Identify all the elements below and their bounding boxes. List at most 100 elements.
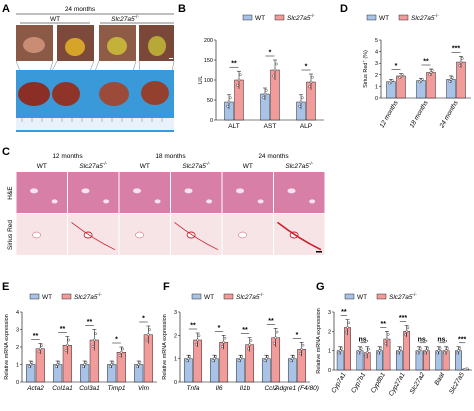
y-tick-label: 4 — [375, 50, 378, 56]
y-tick-label: 2 — [16, 345, 19, 351]
x-tick-label: Il1b — [240, 385, 251, 392]
data-point — [137, 363, 140, 366]
data-point — [364, 354, 368, 358]
y-tick-label: 3 — [174, 310, 177, 316]
data-point — [272, 74, 275, 78]
data-point — [111, 361, 115, 364]
data-point — [386, 333, 390, 336]
x-tick-label: ALP — [300, 123, 312, 130]
data-point — [147, 333, 150, 337]
y-tick-label: 0 — [16, 380, 19, 386]
legend-ko-swatch — [274, 14, 285, 21]
data-point — [405, 330, 408, 333]
data-point — [229, 96, 232, 99]
vessel-lumen — [51, 199, 58, 204]
data-point — [40, 344, 43, 347]
legend-ko-label: Slc27a5-/- — [411, 13, 439, 22]
panel-a-ko-label: Slc27a5-/- — [111, 14, 139, 23]
data-point — [429, 71, 433, 74]
data-point — [275, 330, 279, 334]
bar — [396, 75, 406, 99]
data-point — [55, 365, 58, 368]
significance-label: ** — [242, 327, 248, 334]
significance-label: * — [395, 63, 398, 70]
y-axis-label-text: U/L — [198, 76, 204, 85]
sirius-red-micrograph — [119, 214, 170, 255]
x-tick-label: Tnfa — [186, 385, 199, 392]
data-point — [227, 100, 231, 104]
data-point — [426, 347, 429, 350]
y-tick-label: 3 — [16, 328, 19, 334]
data-point — [197, 334, 201, 338]
panel-d-label: D — [340, 3, 348, 15]
significance-label: ** — [341, 309, 347, 316]
x-tick-label: Cyp8b1 — [370, 371, 387, 394]
collagen-fiber — [174, 222, 219, 251]
significance-label: ** — [381, 321, 387, 328]
y-axis-label-text: Relative mRNA expression — [162, 314, 168, 379]
data-point — [444, 349, 448, 352]
data-point — [28, 365, 31, 368]
chart-f: WT Slc27a5-/- 0 1 2 3 Relative mRNA expression… — [162, 292, 319, 392]
liver-ruler-photo — [16, 70, 174, 132]
vessel-lumen — [103, 199, 110, 204]
genotype-label: Slc27a5-/- — [182, 161, 210, 170]
data-point — [37, 350, 41, 354]
y-tick-label: 2 — [174, 333, 177, 339]
data-point — [237, 359, 241, 363]
data-point — [185, 359, 189, 363]
legend-ko-name: Slc27a5 — [236, 294, 260, 301]
data-point — [299, 352, 302, 355]
panel-g-label: G — [316, 281, 325, 293]
data-point — [421, 77, 424, 81]
data-point — [29, 363, 32, 366]
data-point — [240, 355, 243, 358]
data-point — [236, 84, 239, 87]
data-point — [239, 357, 242, 360]
data-point — [148, 328, 151, 331]
y-axis-label-suffix: (%) — [363, 50, 369, 60]
y-tick-label: 0 — [375, 96, 378, 102]
chart-d: WT Slc27a5-/- 0 1 2 3 4 5 Sirius Red+ (%) * 12 mon… — [361, 13, 471, 130]
x-tick-label: 24 months — [438, 99, 460, 130]
y-tick-label: 3 — [375, 61, 378, 67]
row-label: H&E — [7, 186, 14, 200]
data-point — [357, 351, 360, 355]
legend-ko-swatch — [398, 14, 409, 21]
genotype-name: Slc27a5 — [285, 163, 309, 170]
significance-label: * — [142, 316, 145, 323]
data-point — [308, 85, 311, 89]
data-point — [196, 338, 199, 342]
data-point — [379, 347, 383, 350]
data-point — [263, 92, 267, 96]
collagen-fiber — [277, 221, 322, 251]
vessel-lumen — [133, 188, 142, 194]
vessel-lumen — [30, 188, 39, 194]
data-point — [39, 347, 42, 351]
data-point — [458, 347, 462, 350]
x-tick-label: AST — [264, 123, 277, 130]
significance-label: * — [296, 332, 299, 339]
data-point — [275, 62, 278, 66]
data-point — [443, 351, 447, 355]
chart-e: WT Slc27a5-/- 0 1 2 3 4 Relative mRNA expressio… — [4, 292, 157, 392]
data-point — [465, 367, 469, 371]
y-tick-label: 50 — [207, 98, 213, 104]
panel-b-label: B — [178, 3, 186, 15]
data-point — [91, 345, 95, 348]
legend-wt-swatch — [29, 293, 40, 300]
data-point — [82, 365, 85, 368]
data-point — [358, 349, 362, 352]
data-point — [458, 64, 461, 67]
data-point — [457, 349, 460, 352]
bar — [426, 72, 436, 99]
data-point — [401, 73, 404, 76]
legend-wt-swatch — [191, 293, 202, 300]
x-tick-label: Slc27a5 — [448, 371, 466, 395]
data-point — [265, 89, 268, 92]
genotype-name: Slc27a5 — [79, 163, 103, 170]
x-tick-label: Slc27a2 — [409, 371, 427, 395]
data-point — [311, 75, 314, 79]
data-point — [385, 337, 389, 341]
genotype-superscript: -/- — [309, 161, 314, 166]
